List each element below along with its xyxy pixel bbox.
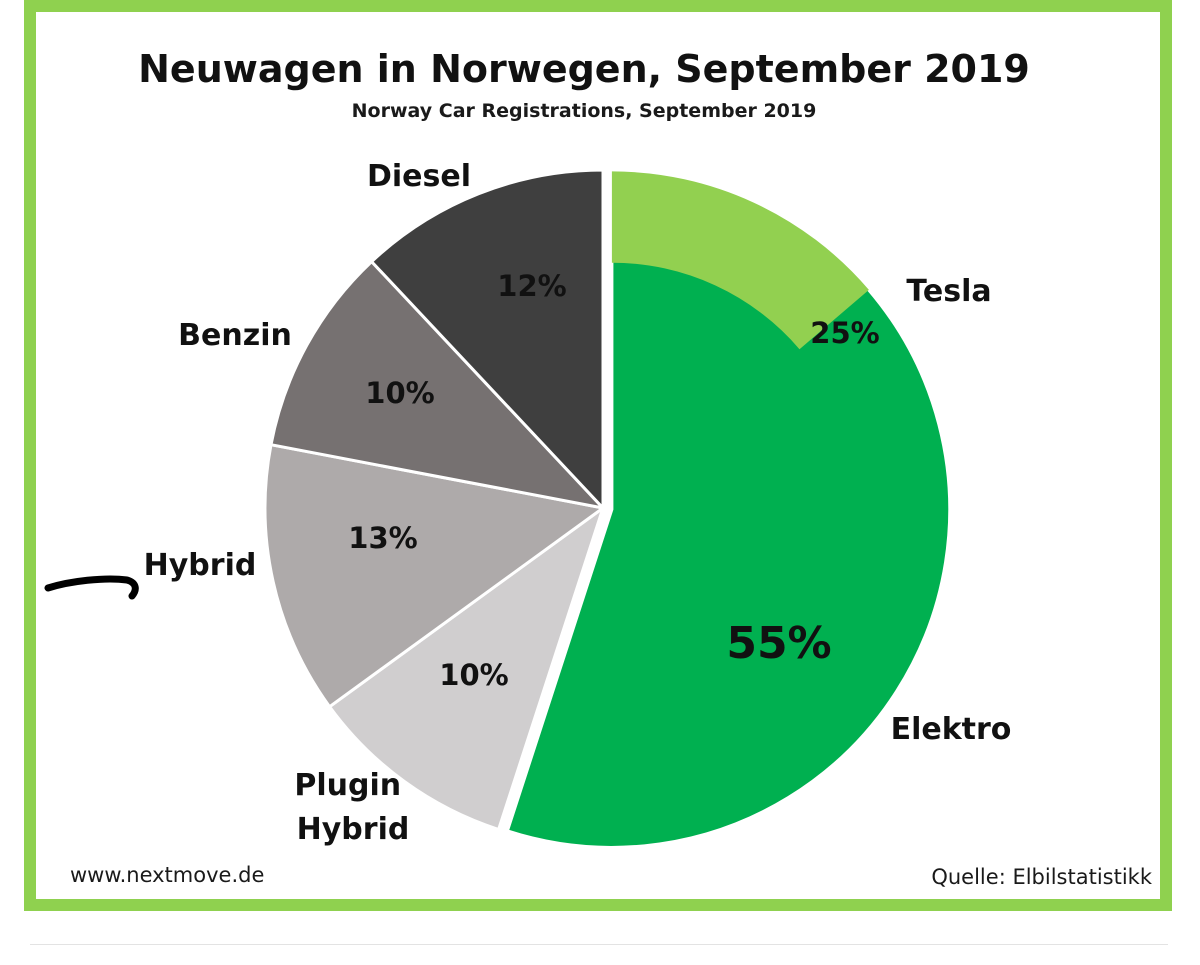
pie-slice-plugin-hybrid [327,504,606,832]
label-tesla: Tesla [906,274,991,309]
chart-title: Neuwagen in Norwegen, September 2019 [138,47,1030,91]
label-plugin: Plugin Hybrid [294,768,411,847]
pie-subslice-tesla [611,171,869,350]
value-hybrid: 13% [348,521,417,555]
label-benzin: Benzin [178,318,292,353]
value-diesel: 12% [497,269,566,303]
label-hybrid: Hybrid [144,548,257,583]
website-text: www.nextmove.de [70,863,264,887]
value-tesla: 25% [810,316,879,350]
value-elektro: 55% [726,618,831,669]
source-text: Quelle: Elbilstatistikk [931,865,1152,889]
chart-subtitle: Norway Car Registrations, September 2019 [352,100,817,122]
value-plugin-hybrid: 10% [439,658,508,692]
value-benzin: 10% [365,376,434,410]
pie-slice-diesel [369,168,605,512]
pie-slice-hybrid [263,442,607,709]
pie-slice-benzin [269,259,608,511]
bottom-divider [30,944,1168,945]
pen-stroke-mark [44,575,139,600]
label-diesel: Diesel [367,159,471,194]
pie-slices [263,168,952,849]
label-elektro: Elektro [891,712,1012,747]
